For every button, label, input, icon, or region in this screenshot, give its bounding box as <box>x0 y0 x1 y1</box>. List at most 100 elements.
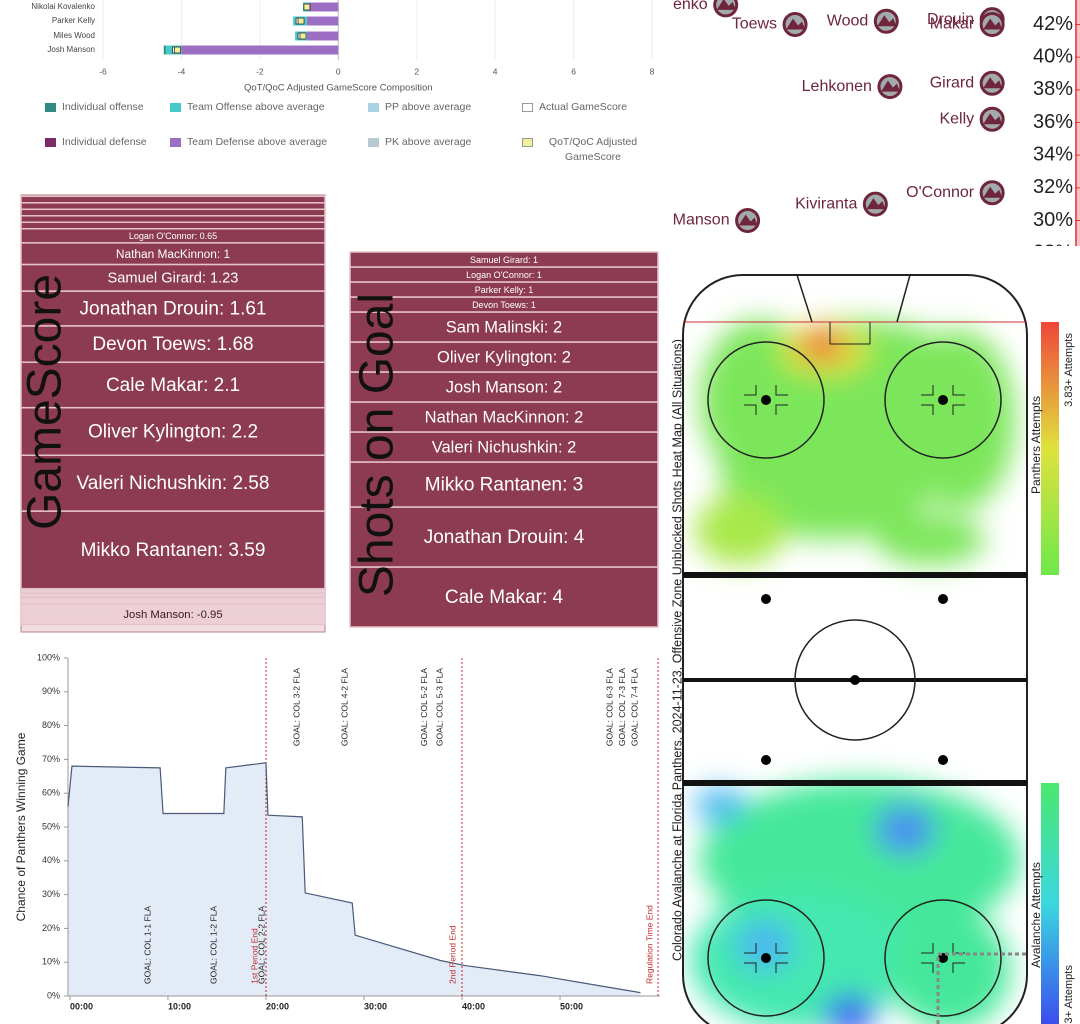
x-axis-label: QoT/QoC Adjusted GameScore Composition <box>244 83 433 94</box>
legend-label: Actual GameScore <box>539 101 628 113</box>
legend-swatch <box>170 138 181 147</box>
stack-segment <box>20 325 326 363</box>
stack-segment <box>20 221 326 230</box>
y-tick-label: 32% <box>1033 176 1073 198</box>
player-label: Wood <box>827 12 869 29</box>
x-tick-label: 2 <box>414 66 419 76</box>
goal-annotation: 2nd Period End <box>447 925 457 984</box>
y-tick-label: 42% <box>1033 13 1073 35</box>
goal-annotation: GOAL: COL 7-4 FLA <box>630 668 640 746</box>
y-tick-label: 44% <box>1033 0 1073 2</box>
logo-peak <box>877 15 897 27</box>
segment-label: Nathan MacKinnon: 2 <box>425 408 584 426</box>
goal-annotation: Regulation Time End <box>644 905 654 984</box>
rink <box>682 274 1059 1024</box>
goal-annotation: GOAL: COL 5-2 FLA <box>419 668 429 746</box>
segment-label: Jonathan Drouin: 4 <box>424 527 585 548</box>
legend-swatch <box>170 103 181 112</box>
category-label: Miles Wood <box>53 31 95 40</box>
stack-segment <box>20 195 326 204</box>
segment-label: Devon Toews: 1 <box>472 300 536 310</box>
gamescore-marker <box>299 32 307 40</box>
segment-label: Logan O'Connor: 0.65 <box>129 231 217 241</box>
x-tick-label: 40:00 <box>462 1001 485 1011</box>
legend-swatch <box>368 138 379 147</box>
y-tick-label: 100% <box>37 652 60 662</box>
legend-label: QoT/QoC Adjusted GameScore <box>548 136 638 163</box>
segment-label: Sam Malinski: 2 <box>446 318 562 336</box>
segment-label: Logan O'Connor: 1 <box>466 270 542 280</box>
x-tick-label: -4 <box>178 66 186 76</box>
legend-swatch <box>45 138 56 147</box>
colorbar-label: Avalanche Attempts <box>1029 862 1043 968</box>
stack-segment <box>349 461 659 508</box>
legend-item: PK above average <box>368 135 488 150</box>
colorbar-label: Panthers Attempts <box>1029 396 1043 494</box>
stack-segment <box>349 341 659 373</box>
y-tick-label: 38% <box>1033 78 1073 100</box>
bar-segment <box>163 45 166 55</box>
stack-segment <box>20 290 326 327</box>
logo-peak <box>866 198 886 210</box>
segment-label: Samuel Girard: 1.23 <box>108 271 239 287</box>
bar-segment <box>306 16 339 26</box>
goal-annotation: 1st Period End <box>249 928 259 984</box>
stack-title: GameScore <box>19 274 72 530</box>
goal-annotation: GOAL: COL 1-1 FLA <box>143 906 153 984</box>
y-tick-label: 0% <box>47 990 60 1000</box>
logo-peak <box>983 18 1003 30</box>
segment-label: Oliver Kylington: 2.2 <box>88 421 258 442</box>
y-tick-label: 90% <box>42 686 60 696</box>
win-probability-line <box>67 762 641 994</box>
category-label: Nikolai Kovalenko <box>31 2 95 11</box>
player-label: O'Connor <box>906 184 975 201</box>
segment-label: Parker Kelly: 1 <box>475 285 534 295</box>
legend-swatch <box>368 103 379 112</box>
y-axis-label: Chance of Panthers Winning Game <box>14 732 28 921</box>
stack-title: Shots on Goal <box>351 293 404 597</box>
category-label: Josh Manson <box>47 45 95 54</box>
segment-label: Josh Manson: -0.95 <box>123 609 222 621</box>
goal-annotation: GOAL: COL 5-3 FLA <box>435 668 445 746</box>
logo-peak <box>786 18 806 30</box>
bar-segment <box>306 31 339 41</box>
y-tick-label: 34% <box>1033 143 1073 165</box>
x-tick-label: 0 <box>336 66 341 76</box>
goal-annotation: GOAL: COL 2-2 FLA <box>256 906 266 984</box>
legend-label: Individual offense <box>62 101 144 113</box>
y-tick-label: 70% <box>42 754 60 764</box>
heatmap-title: Colorado Avalanche at Florida Panthers, … <box>670 339 684 961</box>
colorbar-max-label: 3.83+ Attempts <box>1063 965 1075 1024</box>
y-tick-label: 50% <box>42 821 60 831</box>
bar-segment <box>308 2 339 12</box>
goal-annotation: GOAL: COL 7-3 FLA <box>617 668 627 746</box>
stack-segment <box>349 506 659 568</box>
player-label: Makar <box>930 16 975 33</box>
legend-item: Individual defense <box>45 135 155 150</box>
legend-item: Actual GameScore <box>522 100 647 115</box>
segment-label: Mikko Rantanen: 3.59 <box>81 540 266 561</box>
x-tick-label: 4 <box>493 66 498 76</box>
y-tick-label: 10% <box>42 957 60 967</box>
goal-annotation: GOAL: COL 3-2 FLA <box>292 668 302 746</box>
x-tick-label: 20:00 <box>266 1001 289 1011</box>
legend-item: Team Defense above average <box>170 135 330 150</box>
segment-label: Jonathan Drouin: 1.61 <box>80 298 267 319</box>
segment-label: Cale Makar: 4 <box>445 587 564 608</box>
segment-label: Valeri Nichushkin: 2 <box>432 438 577 456</box>
stack-segment <box>20 406 326 457</box>
logo-peak <box>880 80 900 92</box>
legend-item: PP above average <box>368 100 488 115</box>
player-label: Toews <box>732 16 777 33</box>
gamescore-marker <box>303 3 311 11</box>
player-label: Manson <box>673 212 730 229</box>
stack-segment <box>349 251 659 268</box>
scatter-plot: 44% 42% 40% 38% 36% 34% 32% 30% 28% enko Toews Wood… <box>673 0 1080 246</box>
legend-label: PP above average <box>385 101 472 113</box>
legend-swatch <box>522 103 533 112</box>
goal-annotation: GOAL: COL 1-2 FLA <box>208 906 218 984</box>
colorbar-max-label: 3.83+ Attempts <box>1063 333 1075 407</box>
logo-peak <box>738 214 758 226</box>
